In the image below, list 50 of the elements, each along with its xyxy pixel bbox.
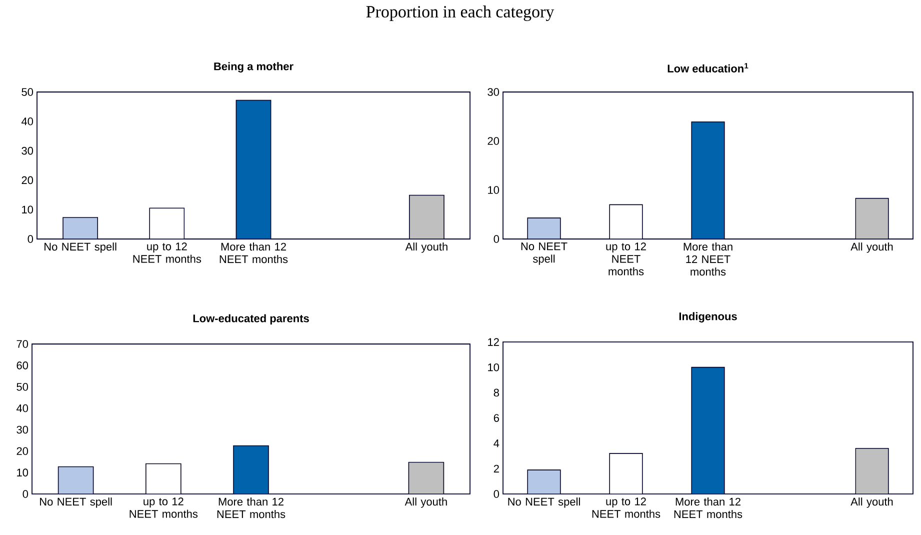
x-tick-label: All youth	[850, 242, 893, 253]
x-tick-label: No NEET spell	[44, 242, 116, 253]
y-tick-label: 0	[28, 235, 34, 243]
y-tick-label: 30	[488, 88, 500, 96]
text: Proportion in each category	[366, 6, 554, 21]
y-tick-label: 50	[22, 88, 34, 96]
x-tick-label: All youth	[405, 242, 448, 253]
y-tick-label: 20	[488, 137, 500, 145]
bar	[855, 448, 889, 494]
y-tick-label: 10	[22, 206, 34, 214]
bar	[62, 217, 98, 239]
y-tick-label: 10	[488, 363, 500, 372]
x-tick-label: No NEET spell	[521, 242, 568, 265]
y-tick-label: 6	[494, 414, 499, 422]
y-tick-label: 40	[16, 404, 28, 412]
y-tick-label: 30	[16, 426, 28, 434]
x-tick-label: up to 12 NEET months	[130, 498, 198, 518]
chart-title: Being a mother	[214, 62, 294, 72]
y-tick-label: 4	[494, 440, 500, 448]
x-tick-label: No NEET spell	[508, 498, 580, 508]
y-tick-label: 70	[16, 340, 28, 348]
x-tick-label: up to 12 NEET months	[592, 498, 660, 518]
y-tick-label: 40	[21, 118, 34, 126]
chart-title: Low education$^{1}$	[668, 63, 748, 72]
y-tick-label: 12	[488, 338, 499, 346]
x-tick-label: More than 12 NEET months	[217, 498, 286, 518]
x-tick-label: More than 12 NEET months	[674, 498, 742, 518]
y-tick-label: 10	[488, 186, 500, 194]
x-tick-label: up to 12 NEET months	[133, 242, 202, 263]
x-tick-label: More than 12 NEET months	[684, 242, 732, 276]
y-tick-label: 10	[17, 468, 28, 476]
bar	[409, 194, 444, 239]
y-tick-label: 2	[494, 464, 499, 472]
x-tick-label: All youth	[404, 498, 447, 508]
chart-title: Indigenous	[679, 312, 737, 322]
bar	[855, 198, 889, 239]
chart-title: Low-educated parents	[193, 314, 309, 324]
x-tick-label: All youth	[850, 498, 893, 508]
x-tick-label: More than 12 NEET months	[220, 242, 288, 264]
y-tick-label: 20	[16, 447, 28, 456]
x-tick-label: No NEET spell	[40, 498, 112, 508]
y-tick-label: 0	[494, 490, 500, 498]
y-tick-label: 60	[16, 362, 28, 370]
y-tick-label: 20	[22, 176, 34, 184]
x-tick-label: up to 12 NEET months	[606, 242, 646, 276]
y-tick-label: 8	[494, 388, 499, 397]
y-tick-label: 50	[16, 382, 28, 391]
y-tick-label: 30	[22, 146, 34, 155]
y-tick-label: 0	[22, 490, 28, 498]
y-tick-label: 0	[494, 235, 500, 243]
